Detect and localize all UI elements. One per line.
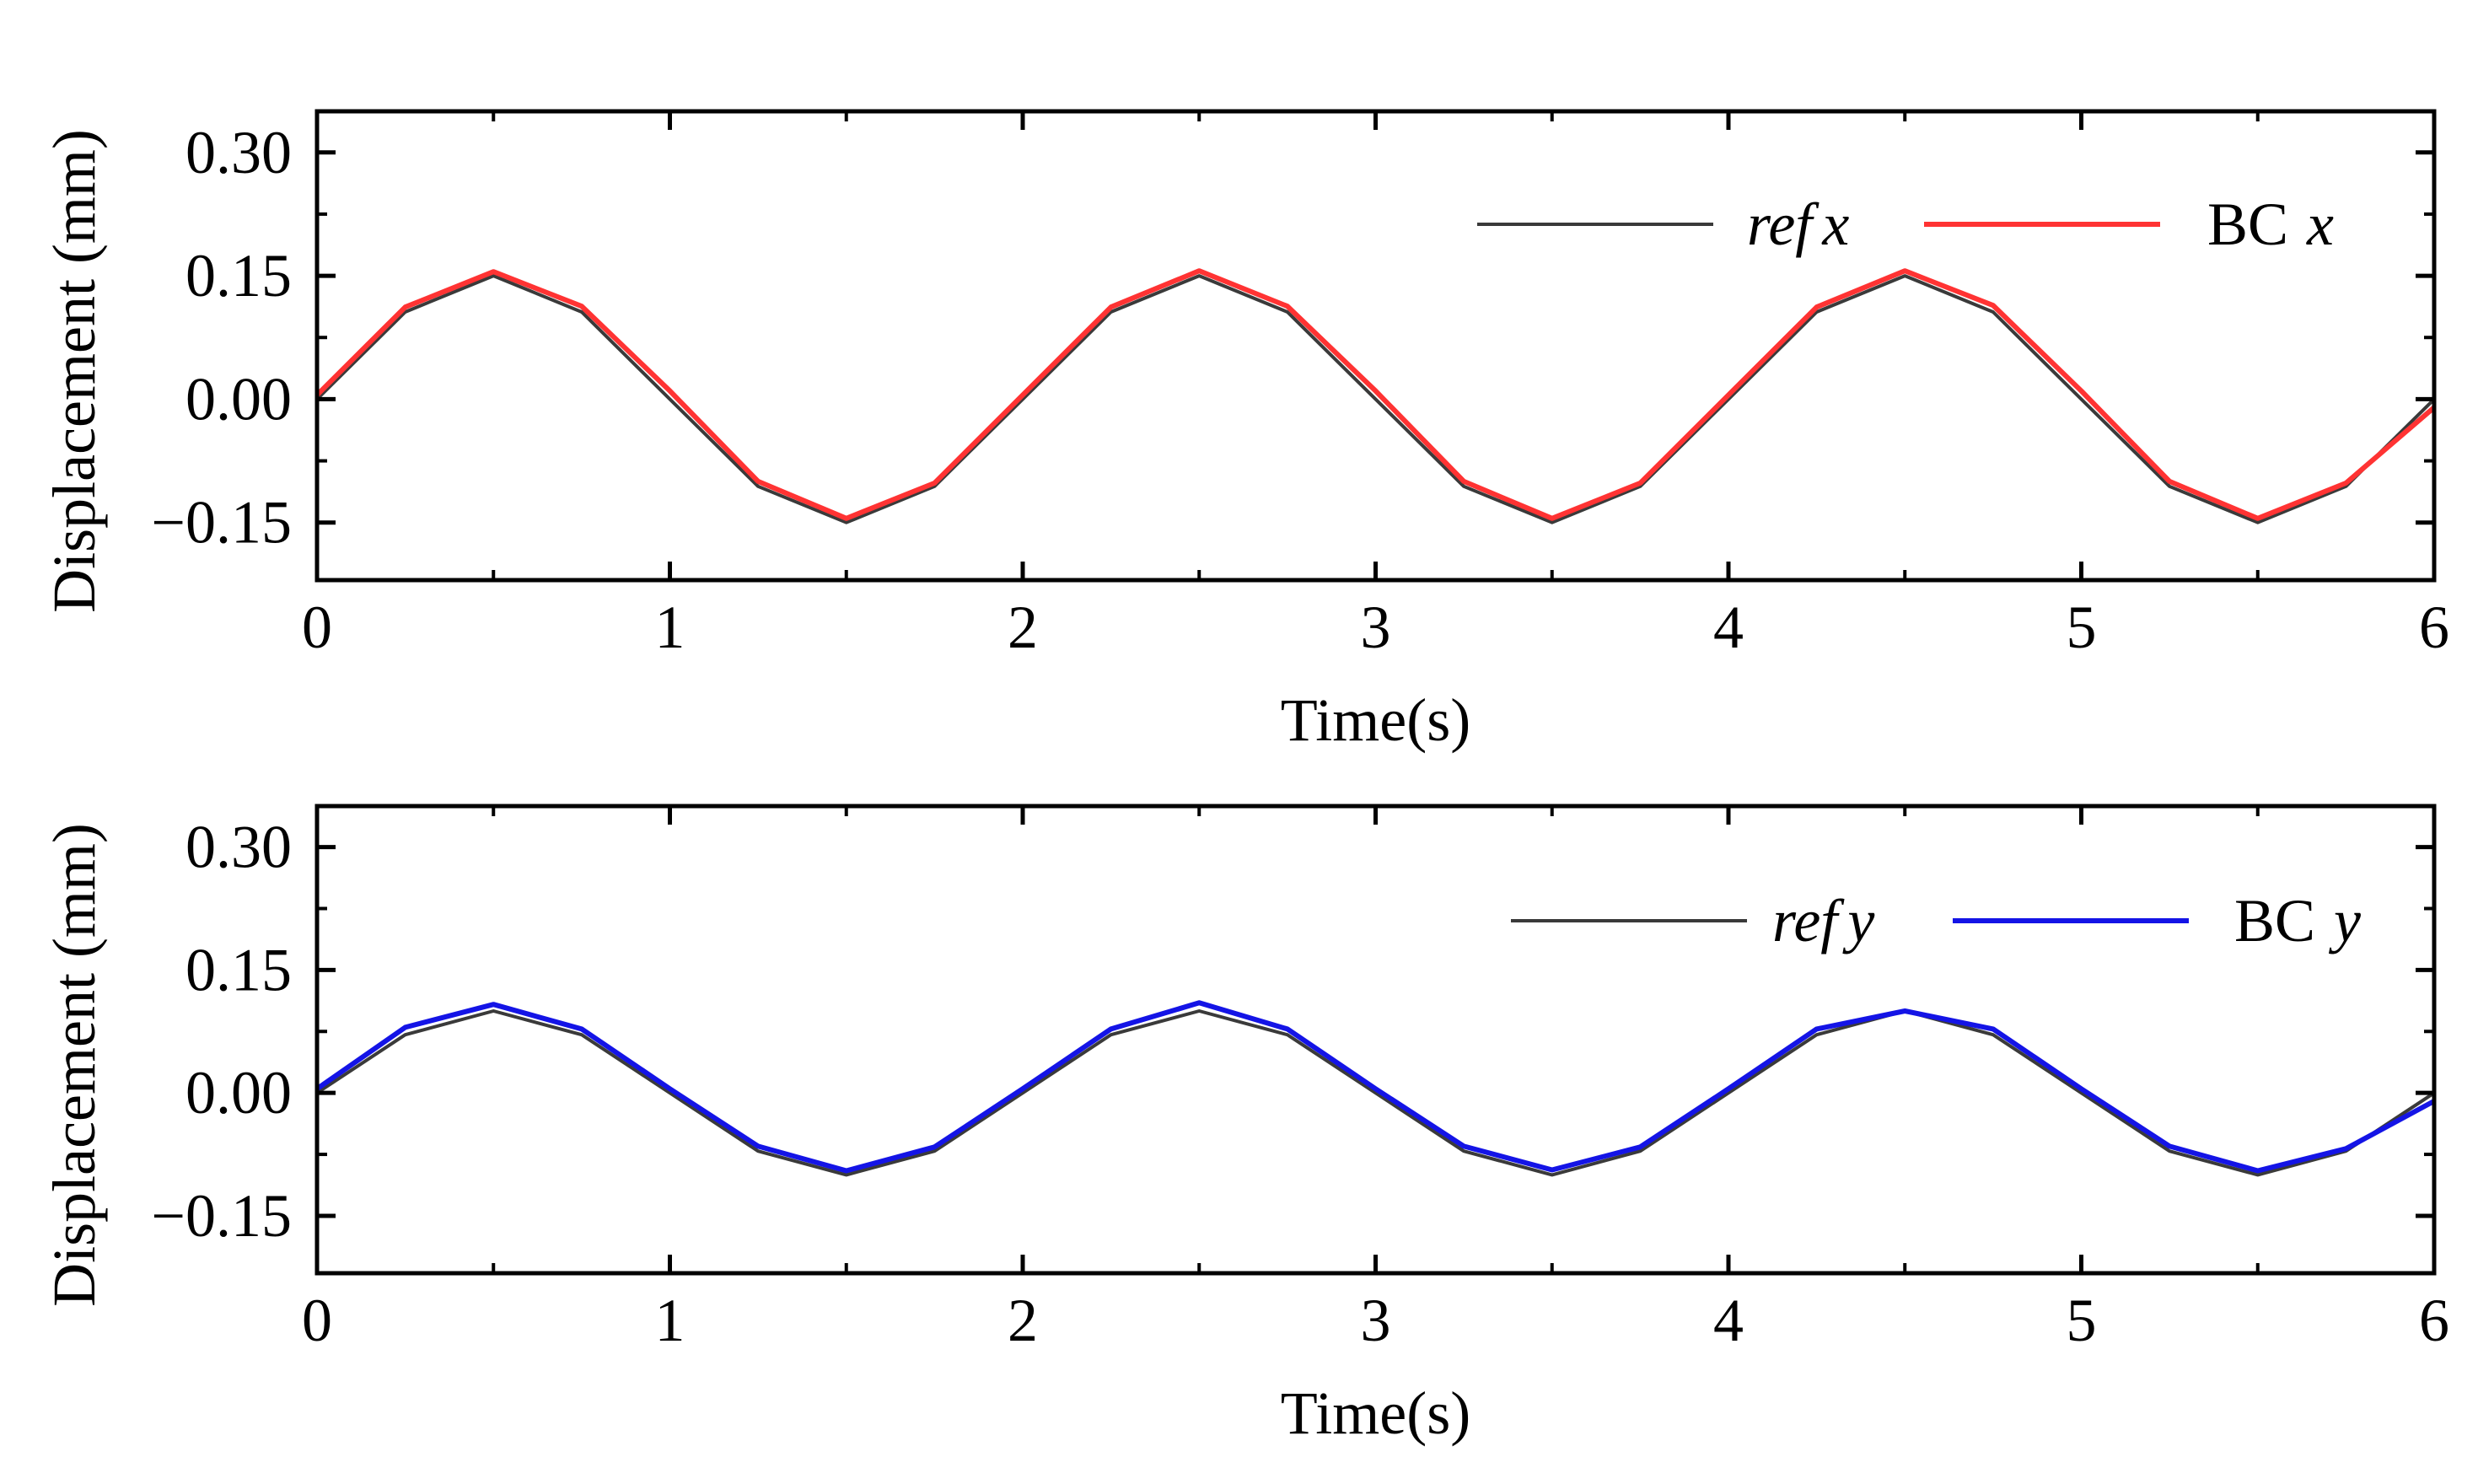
plot-frame (314, 109, 2437, 583)
x-tick-label: 1 (655, 1287, 685, 1354)
y-tick-label: −0.15 (151, 1182, 292, 1250)
plot-frame (314, 804, 2437, 1276)
y-tick-label: 0.00 (185, 1059, 292, 1126)
y-axis-title: Displacement (mm) (40, 823, 108, 1307)
x-axis-title: Time(s) (1281, 686, 1470, 754)
series-line-ref-y (317, 1009, 2434, 1177)
series-line-bc-y (317, 1000, 2434, 1174)
legend: ref x BC x (1477, 191, 2334, 258)
x-axis-title: Time(s) (1281, 1379, 1470, 1447)
legend-label-bc: BC y (2234, 887, 2361, 954)
x-tick-label: 0 (302, 594, 332, 661)
chart-panel-1: 0 1 2 3 4 5 6 0.30 0.15 0.00 −0.15 Time(s) Displacem… (40, 109, 2449, 754)
legend-label-bc: BC x (2207, 191, 2334, 258)
x-tick-label: 4 (1713, 594, 1744, 661)
y-tick-label: 0.00 (185, 365, 292, 433)
x-tick-label: 3 (1361, 594, 1391, 661)
plot-area (317, 1000, 2434, 1177)
y-tick-label: 0.30 (185, 119, 292, 186)
series-line-ref-x (317, 274, 2434, 524)
x-tick-label: 5 (2067, 594, 2097, 661)
x-tick-label: 1 (655, 594, 685, 661)
x-tick-label: 6 (2419, 594, 2449, 661)
legend-label-ref: ref y (1772, 887, 1874, 954)
legend: ref y BC y (1511, 887, 2361, 954)
x-tick-label: 6 (2419, 1287, 2449, 1354)
y-tick-label: 0.30 (185, 814, 292, 881)
x-tick-label: 4 (1713, 1287, 1744, 1354)
series-line-bc-x (317, 268, 2434, 521)
plot-area (317, 268, 2434, 524)
y-tick-label: 0.15 (185, 242, 292, 309)
y-tick-label: 0.15 (185, 936, 292, 1003)
x-tick-label: 2 (1008, 1287, 1038, 1354)
x-tick-label: 2 (1008, 594, 1038, 661)
chart-panel-2: 0 1 2 3 4 5 6 0.30 0.15 0.00 −0.15 Time(s) Displacem… (40, 804, 2449, 1447)
legend-label-ref: ref x (1747, 191, 1849, 258)
x-tick-label: 5 (2067, 1287, 2097, 1354)
x-tick-label: 0 (302, 1287, 332, 1354)
x-tick-label: 3 (1361, 1287, 1391, 1354)
y-tick-label: −0.15 (151, 489, 292, 556)
y-axis-title: Displacement (mm) (40, 129, 108, 613)
